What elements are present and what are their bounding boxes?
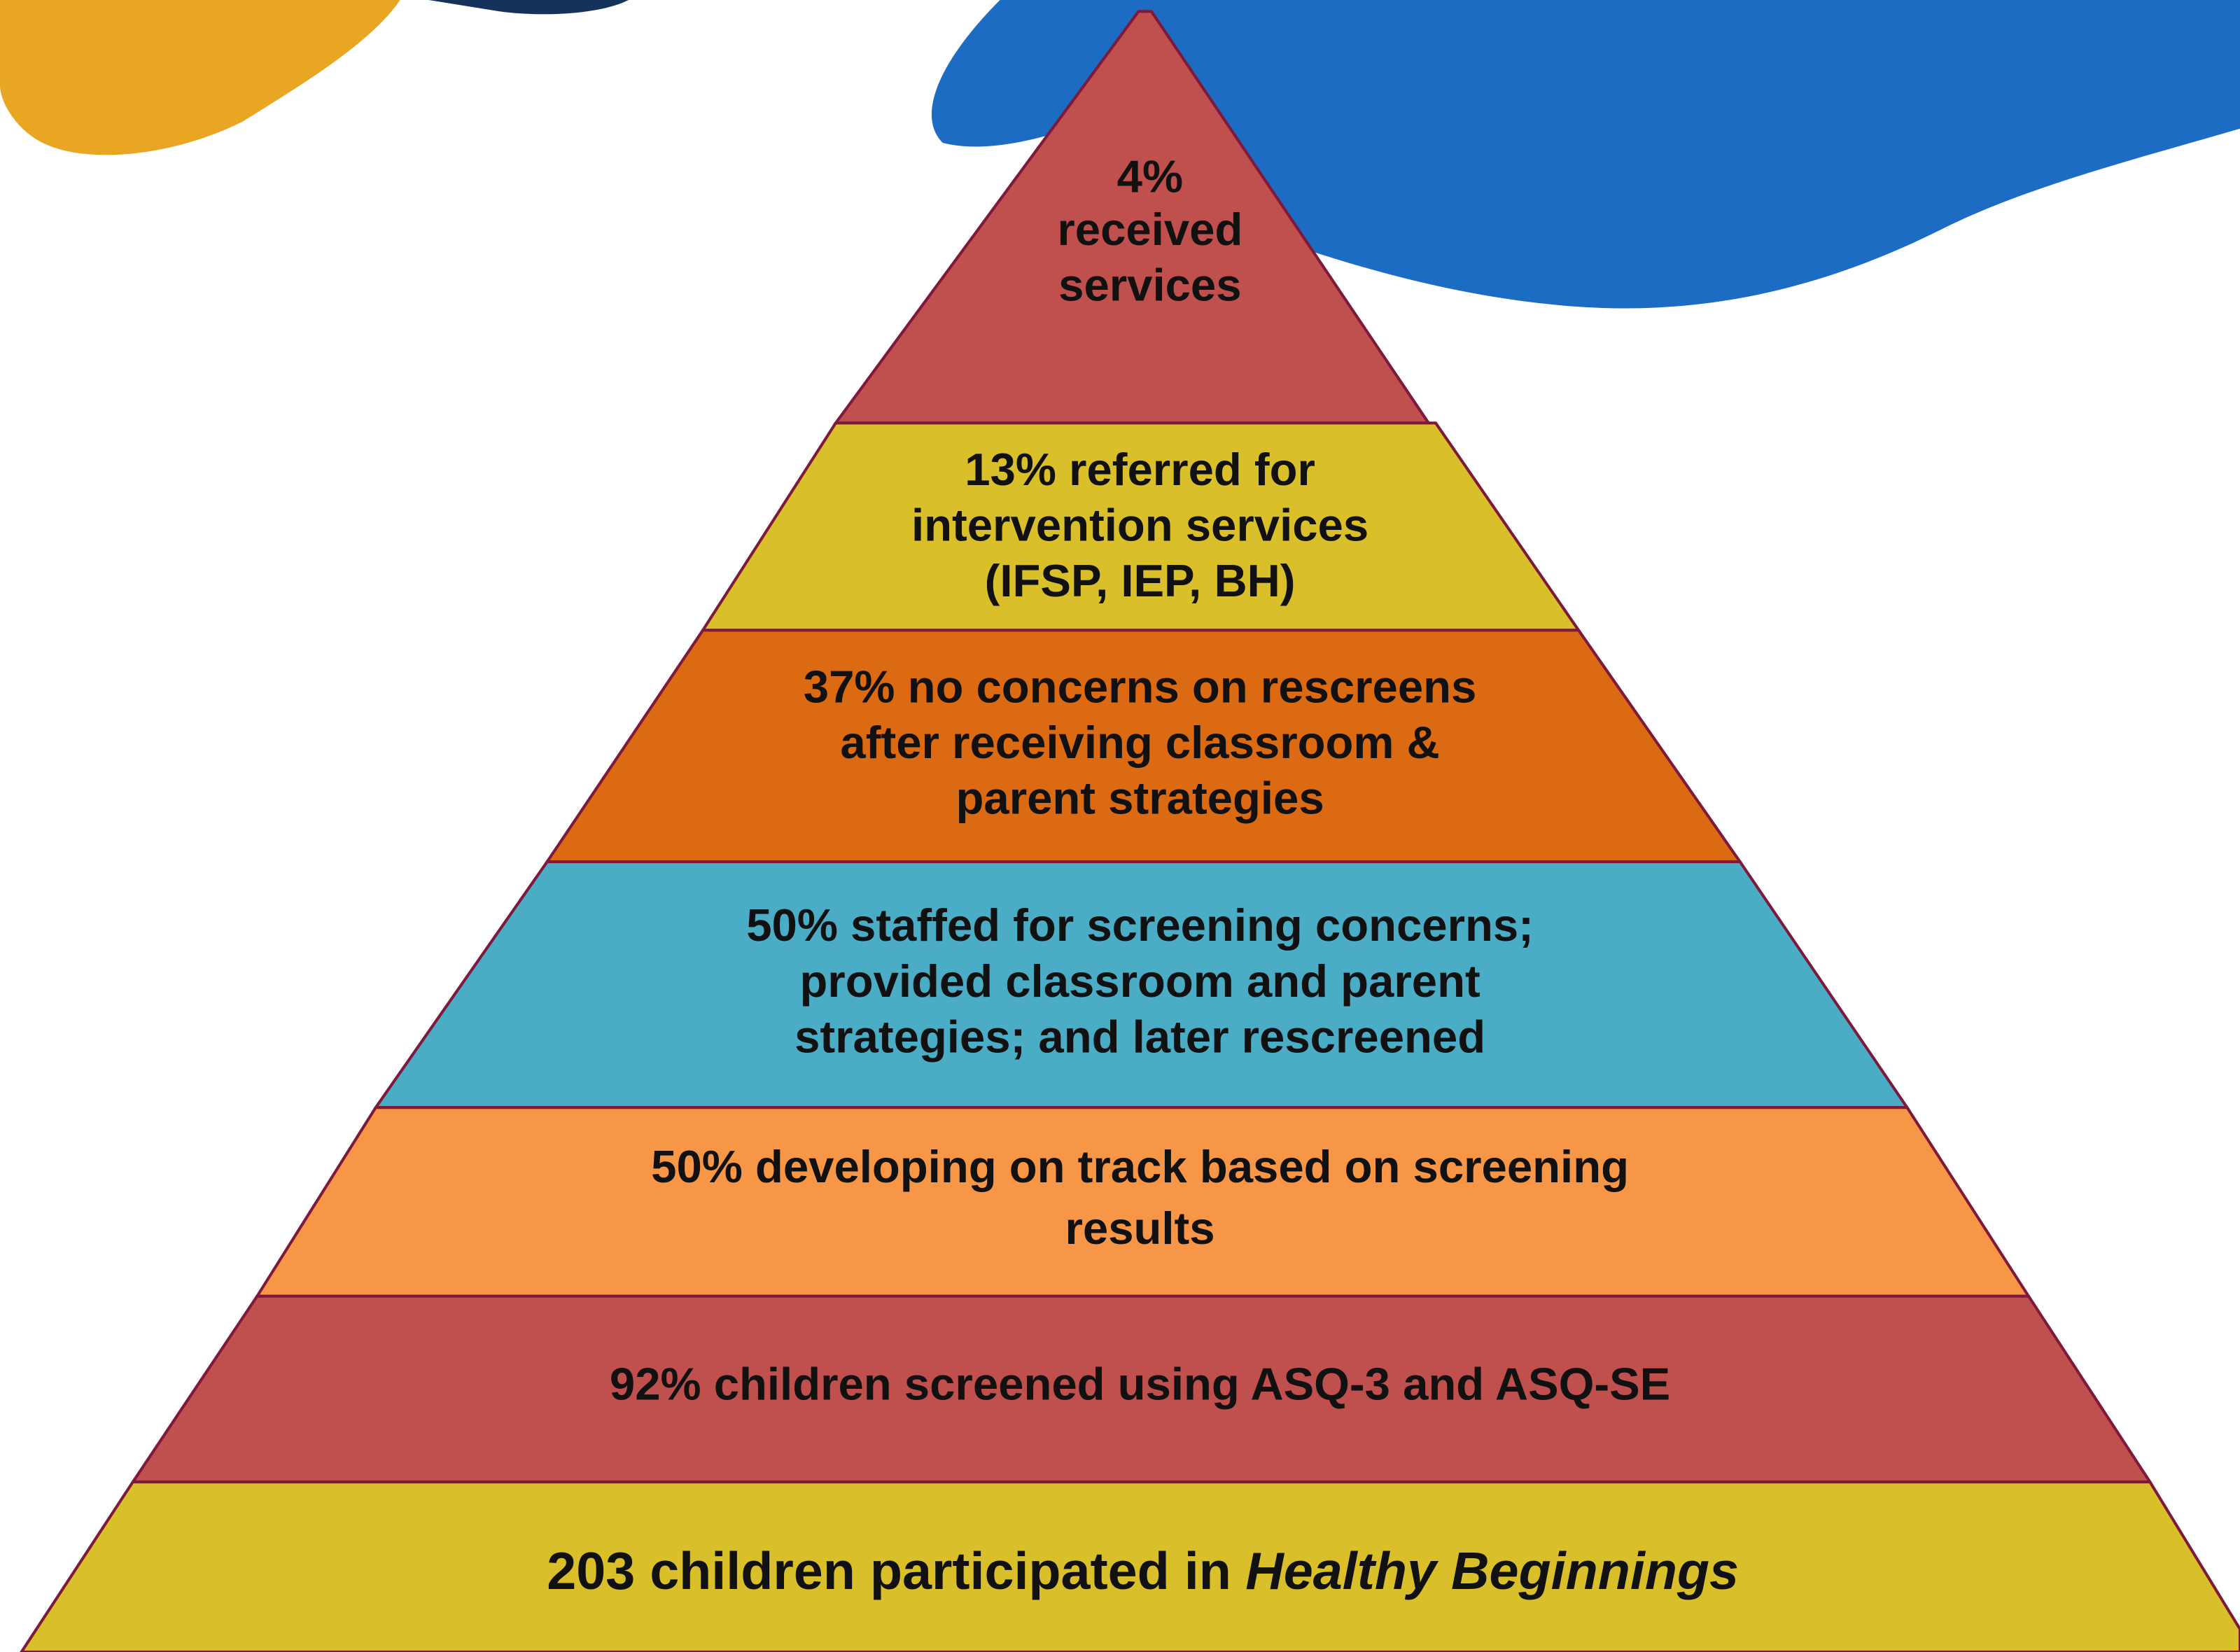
level-text: results bbox=[1065, 1203, 1215, 1254]
level-text: 92% children screened using ASQ-3 and AS… bbox=[610, 1359, 1670, 1410]
level-text: 37% no concerns on rescreens bbox=[804, 661, 1477, 712]
yellow-paint-blob bbox=[0, 0, 400, 155]
level-text: after receiving classroom & bbox=[840, 717, 1439, 768]
level-text: intervention services bbox=[911, 500, 1368, 551]
level-text: strategies; and later rescreened bbox=[794, 1011, 1485, 1062]
pyramid-level bbox=[257, 1107, 2029, 1296]
level-text: (IFSP, IEP, BH) bbox=[985, 555, 1296, 606]
level-text: parent strategies bbox=[956, 773, 1324, 824]
level-text: 13% referred for bbox=[965, 444, 1315, 495]
navy-paint-blob bbox=[428, 0, 629, 14]
pyramid-infographic: 4%receivedservices 13% referred forinterv… bbox=[0, 0, 2240, 1652]
level-text-plain: 203 children participated in bbox=[547, 1542, 1231, 1601]
level-text: 50% developing on track based on screeni… bbox=[651, 1141, 1629, 1192]
level-text: 50% staffed for screening concerns; bbox=[746, 899, 1534, 951]
level-text: 4% bbox=[1117, 150, 1183, 202]
level-text: provided classroom and parent bbox=[799, 955, 1480, 1007]
level-text: services bbox=[1058, 260, 1241, 311]
level-text: received bbox=[1057, 204, 1242, 255]
level-text-italic: Healthy Beginnings bbox=[1245, 1542, 1739, 1601]
